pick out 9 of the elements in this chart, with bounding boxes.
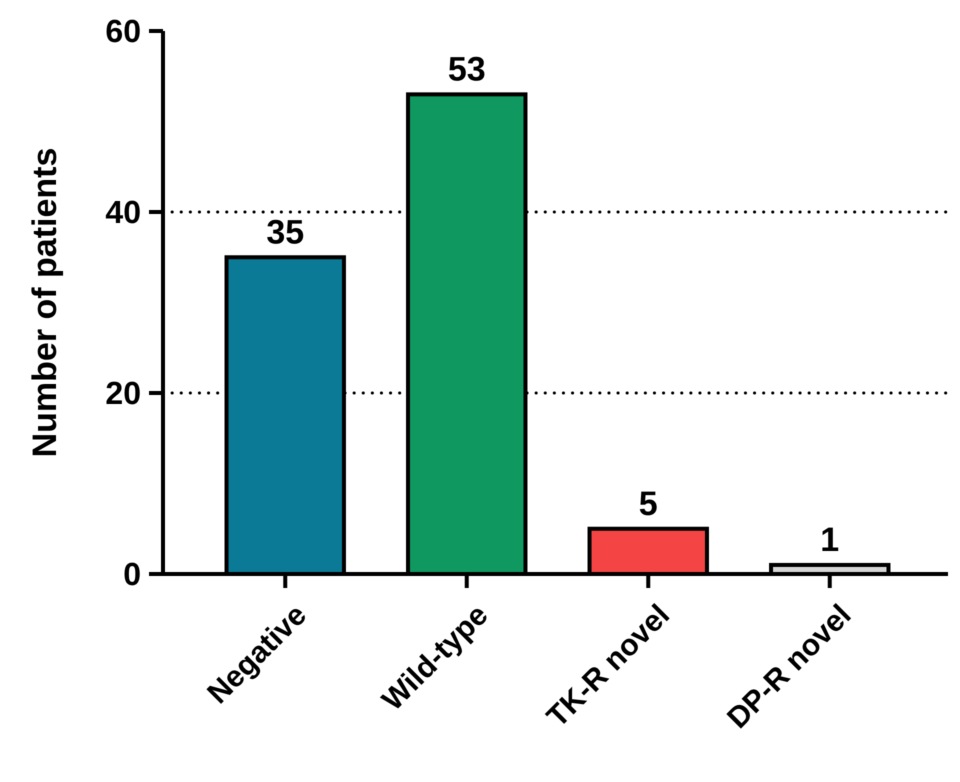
y-tick-label: 0 — [123, 556, 141, 592]
y-tick-label: 20 — [105, 375, 141, 412]
data-label: 35 — [266, 213, 304, 252]
data-label: 5 — [638, 484, 658, 523]
y-tick-label: 40 — [105, 194, 141, 230]
y-axis-title: Number of patients — [26, 148, 64, 458]
data-label: 53 — [448, 50, 486, 88]
y-tick-label: 60 — [105, 13, 141, 50]
data-label: 1 — [820, 520, 840, 559]
